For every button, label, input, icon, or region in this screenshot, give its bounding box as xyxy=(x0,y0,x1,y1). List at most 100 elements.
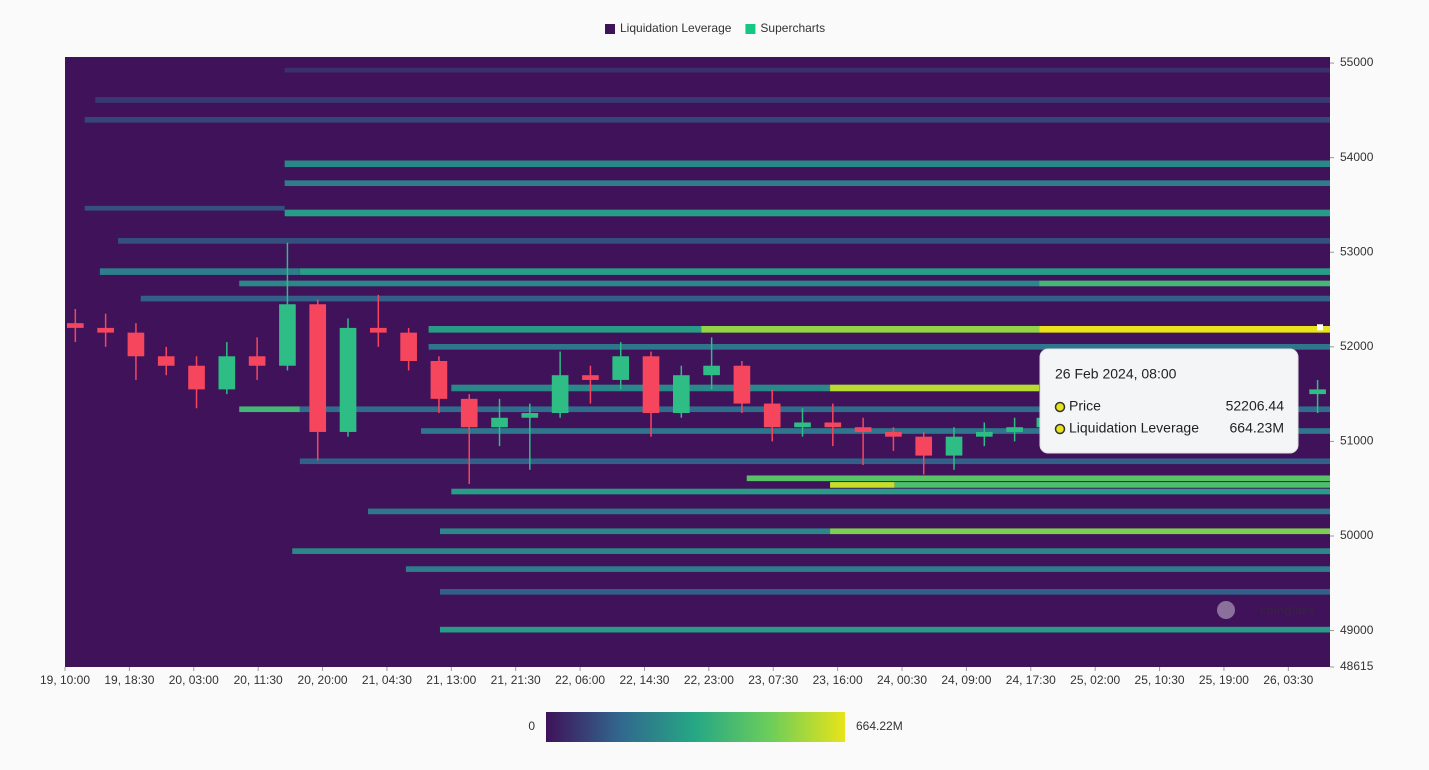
heatmap-cell xyxy=(894,482,1330,488)
y-tick-label: 52000 xyxy=(1340,339,1374,353)
heatmap-cell xyxy=(95,97,1330,103)
candle-body xyxy=(824,422,842,428)
heatmap-cell xyxy=(451,488,1330,495)
candle-body xyxy=(248,356,266,366)
y-tick-label: 48615 xyxy=(1340,659,1374,673)
candle-body xyxy=(672,375,690,414)
x-tick-label: 22, 06:00 xyxy=(555,673,605,687)
candle-body xyxy=(218,356,236,390)
legend-swatch xyxy=(745,24,756,34)
legend-swatch xyxy=(605,24,615,34)
heatmap-cell xyxy=(118,238,1331,244)
candle-body xyxy=(945,436,963,456)
heatmap-cell xyxy=(405,566,1330,572)
colorbar-label: 664.22M xyxy=(856,719,903,733)
watermark-logo xyxy=(1217,601,1235,619)
candle-body xyxy=(369,327,387,333)
heatmap-cell xyxy=(284,209,1330,217)
heatmap-cell xyxy=(1039,280,1330,287)
x-tick-label: 20, 11:30 xyxy=(234,673,283,687)
y-tick-label: 54000 xyxy=(1340,150,1374,164)
heatmap-cell xyxy=(428,343,1331,350)
candle-body xyxy=(612,356,630,380)
heatmap-cell xyxy=(292,548,1331,554)
tooltip-label: Price xyxy=(1069,398,1101,414)
candle-body xyxy=(582,375,599,380)
x-tick-label: 19, 18:30 xyxy=(104,673,154,687)
x-tick-label: 21, 13:00 xyxy=(426,673,476,687)
candle-body xyxy=(400,332,417,362)
x-tick-label: 24, 09:00 xyxy=(941,673,991,687)
heatmap-cell xyxy=(428,326,702,333)
candle-body xyxy=(1309,389,1326,395)
tooltip-label: Liquidation Leverage xyxy=(1069,420,1199,436)
candle-body xyxy=(157,356,175,366)
heatmap xyxy=(84,67,1331,633)
heatmap-cell xyxy=(746,475,1330,482)
heatmap-cell xyxy=(1039,326,1330,333)
x-tick-label: 23, 07:30 xyxy=(748,673,798,687)
x-tick-label: 24, 00:30 xyxy=(877,673,927,687)
heatmap-cell xyxy=(239,406,300,413)
watermark: coinglass xyxy=(1260,603,1316,617)
heatmap-cell xyxy=(299,458,1331,465)
candle-body xyxy=(491,417,508,428)
heatmap-cell xyxy=(299,406,1331,413)
candle-body xyxy=(67,323,84,328)
heatmap-cell xyxy=(299,268,1331,275)
x-tick-label: 21, 04:30 xyxy=(362,673,412,687)
candle-body xyxy=(975,431,993,437)
heatmap-cell xyxy=(421,428,1331,434)
candle-body xyxy=(733,365,751,404)
colorbar-label: 0 xyxy=(528,719,535,733)
candle-body xyxy=(794,422,811,428)
candle-body xyxy=(279,304,296,366)
heatmap-cell xyxy=(439,626,1330,633)
candle-body xyxy=(854,427,872,432)
legend-label: Supercharts xyxy=(760,21,825,35)
tooltip-dot xyxy=(1054,423,1066,435)
heatmap-cell xyxy=(284,180,1330,187)
candle-body xyxy=(521,413,539,418)
candle-body xyxy=(763,403,781,428)
x-tick-label: 26, 03:30 xyxy=(1263,673,1313,687)
colorbar xyxy=(546,712,845,742)
tooltip-dot xyxy=(1054,401,1066,413)
candle-body xyxy=(885,431,902,437)
y-tick-label: 55000 xyxy=(1340,55,1374,69)
legend-label: Liquidation Leverage xyxy=(620,21,732,35)
heatmap-cell xyxy=(830,482,895,488)
heatmap-cell xyxy=(284,67,1330,73)
heatmap-cell xyxy=(140,295,1330,302)
y-tick-label: 50000 xyxy=(1340,528,1374,542)
heatmap-cell xyxy=(84,116,1331,123)
heatmap-cell xyxy=(439,588,1330,595)
heatmap-cell xyxy=(701,326,1040,333)
candle-body xyxy=(188,365,205,390)
x-tick-label: 23, 16:00 xyxy=(813,673,863,687)
heatmap-cell xyxy=(830,528,1330,535)
heatmap-cell xyxy=(84,205,285,211)
candle-body xyxy=(460,398,478,428)
hover-marker xyxy=(1317,324,1323,331)
x-tick-label: 20, 20:00 xyxy=(298,673,348,687)
heatmap-cell xyxy=(239,280,1040,287)
x-tick-label: 22, 14:30 xyxy=(619,673,669,687)
candle-body xyxy=(642,356,660,414)
candle-body xyxy=(703,365,720,376)
candle-body xyxy=(339,327,357,432)
candle-body xyxy=(430,361,448,399)
x-tick-label: 25, 02:00 xyxy=(1070,673,1120,687)
x-tick-label: 22, 23:00 xyxy=(684,673,734,687)
tooltip-value: 52206.44 xyxy=(1226,398,1285,414)
y-tick-label: 53000 xyxy=(1340,244,1374,258)
x-tick-label: 25, 10:30 xyxy=(1135,673,1185,687)
heatmap-cell xyxy=(830,384,1040,392)
candle-body xyxy=(551,375,569,414)
candle-body xyxy=(915,436,933,456)
candle-body xyxy=(97,327,114,333)
heatmap-cell xyxy=(451,384,831,392)
y-tick-label: 49000 xyxy=(1340,623,1374,637)
